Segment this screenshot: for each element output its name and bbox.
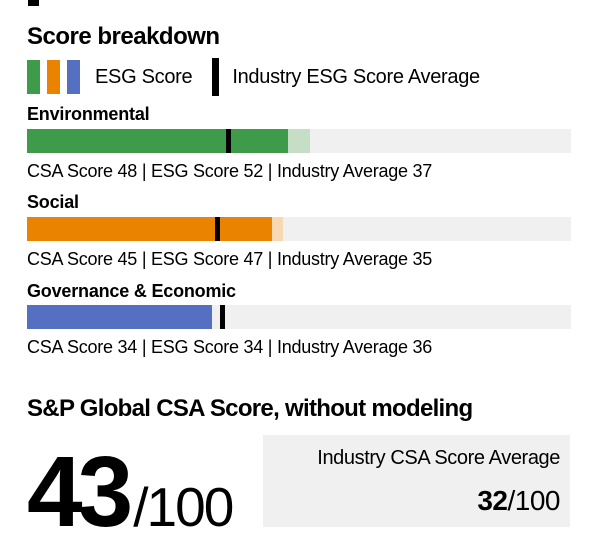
industry-csa-average-box: Industry CSA Score Average 32/100 [263, 435, 570, 527]
esg-score-extension-bar [271, 217, 283, 242]
orange-stripe-icon [47, 60, 60, 94]
green-stripe-icon [27, 60, 40, 94]
chart-legend: ESG Score Industry ESG Score Average [27, 58, 480, 96]
score-section: Environmental CSA Score 48 | ESG Score 5… [27, 104, 571, 181]
industry-average-marker [214, 217, 220, 242]
industry-csa-average-score: 32 [477, 485, 508, 516]
industry-csa-average-denominator: /100 [507, 485, 561, 516]
score-section: Governance & Economic CSA Score 34 | ESG… [27, 281, 571, 358]
csa-score-denominator: /100 [133, 476, 234, 538]
esg-score-swatch-icon [27, 60, 80, 94]
section-category-label: Social [27, 192, 79, 213]
score-section: Social CSA Score 45 | ESG Score 47 | Ind… [27, 192, 571, 269]
section-category-label: Environmental [27, 104, 150, 124]
industry-csa-average-value: 32/100 [273, 485, 560, 517]
section-score-detail: CSA Score 34 | ESG Score 34 | Industry A… [27, 337, 433, 358]
blue-stripe-icon [67, 60, 80, 94]
score-bar-track [27, 128, 571, 153]
industry-average-marker [220, 305, 226, 330]
csa-score-bar [27, 128, 289, 153]
csa-score-title: S&P Global CSA Score, without modeling [27, 395, 473, 422]
legend-esg-score-label: ESG Score [95, 65, 193, 88]
clipped-element-artifact [28, 0, 39, 6]
score-bar-track [27, 217, 571, 242]
csa-score-bar [27, 217, 272, 242]
esg-score-extension-bar [288, 128, 310, 153]
section-score-detail: CSA Score 48 | ESG Score 52 | Industry A… [27, 160, 433, 181]
csa-score-bar [27, 305, 212, 330]
page-title: Score breakdown [27, 23, 220, 50]
legend-industry-average-label: Industry ESG Score Average [232, 65, 480, 88]
industry-average-marker [225, 128, 231, 153]
industry-average-marker-icon [212, 58, 220, 96]
industry-csa-average-label: Industry CSA Score Average [317, 447, 560, 469]
csa-score-value-row: 43 /100 [27, 436, 234, 548]
section-category-label: Governance & Economic [27, 280, 236, 301]
score-sections: Environmental CSA Score 48 | ESG Score 5… [27, 104, 571, 369]
section-score-detail: CSA Score 45 | ESG Score 47 | Industry A… [27, 249, 433, 270]
score-bar-track [27, 305, 571, 330]
csa-score-number: 43 [27, 436, 133, 548]
